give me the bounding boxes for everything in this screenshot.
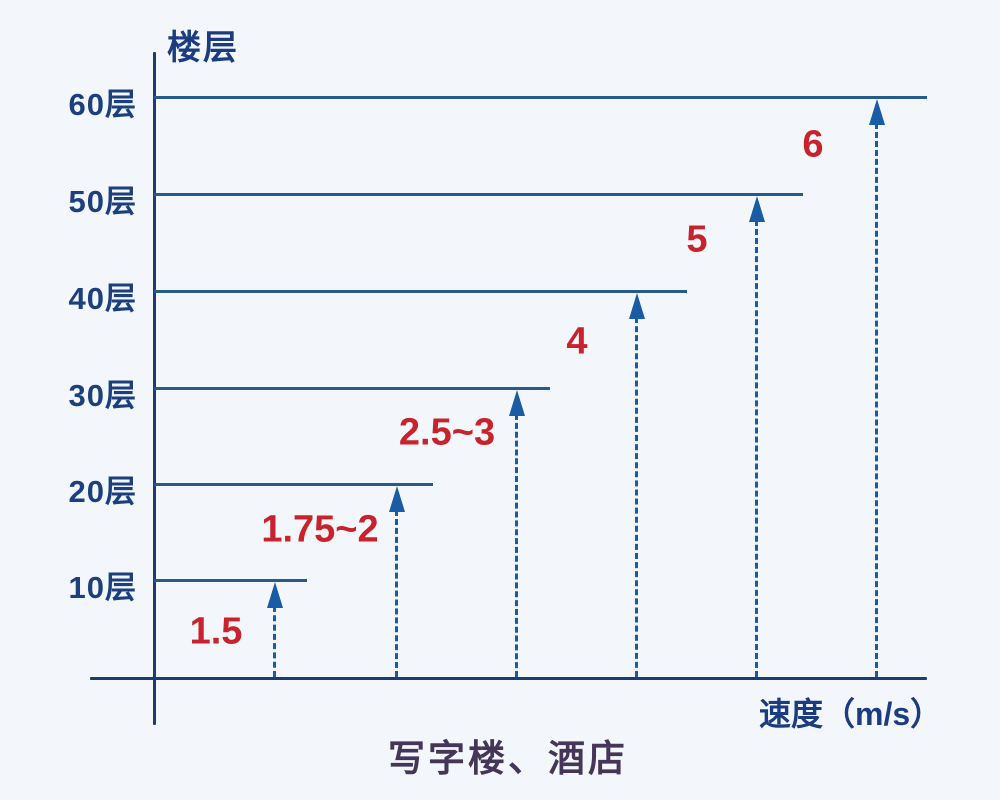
speed-value-label: 2.5~3 <box>398 411 496 454</box>
floor-line <box>154 483 433 486</box>
speed-arrow-dash <box>755 220 758 677</box>
arrow-up-icon <box>267 582 283 608</box>
floor-line <box>154 96 927 99</box>
speed-value-label: 5 <box>686 218 708 261</box>
y-axis-title: 楼层 <box>167 29 239 67</box>
speed-value-label: 1.5 <box>189 610 243 653</box>
speed-value-label: 6 <box>802 123 824 166</box>
speed-value-label: 1.75~2 <box>261 508 379 551</box>
floor-tick-label: 10层 <box>68 570 137 605</box>
floor-tick-label: 50层 <box>68 184 137 219</box>
speed-arrow-dash <box>635 317 638 677</box>
x-axis-line <box>90 677 927 680</box>
floor-line <box>154 387 550 390</box>
arrow-up-icon <box>749 196 765 222</box>
speed-arrow-dash <box>515 414 518 677</box>
floor-line <box>154 290 687 293</box>
arrow-up-icon <box>509 390 525 416</box>
speed-value-label: 4 <box>566 320 588 363</box>
floor-line <box>154 193 803 196</box>
arrow-up-icon <box>629 293 645 319</box>
floor-tick-label: 40层 <box>68 281 137 316</box>
floor-tick-label: 20层 <box>68 474 137 509</box>
speed-arrow-dash <box>875 123 878 677</box>
arrow-up-icon <box>389 486 405 512</box>
floor-line <box>154 579 307 582</box>
floor-tick-label: 60层 <box>68 87 137 122</box>
chart-title: 写字楼、酒店 <box>388 738 628 779</box>
speed-arrow-dash <box>395 510 398 677</box>
arrow-up-icon <box>869 99 885 125</box>
floor-tick-label: 30层 <box>68 378 137 413</box>
speed-arrow-dash <box>273 606 276 677</box>
x-axis-title: 速度（m/s） <box>759 696 943 732</box>
